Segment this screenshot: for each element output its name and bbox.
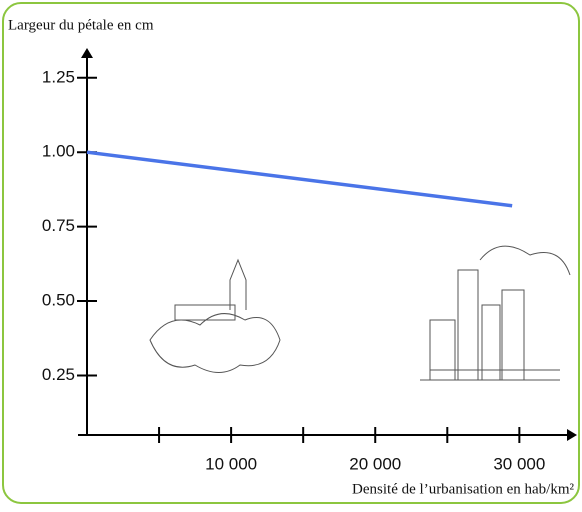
x-tick-label: 20 000	[349, 454, 401, 473]
x-tick-label: 10 000	[205, 454, 257, 473]
chart-title: Largeur du pétale en cm	[8, 17, 154, 33]
y-tick-label: 1.25	[42, 67, 75, 86]
y-tick-label: 0.75	[42, 216, 75, 235]
y-tick-label: 0.50	[42, 291, 75, 310]
y-tick-label: 0.25	[42, 365, 75, 384]
x-axis-label: Densité de l’urbanisation en hab/km²	[352, 481, 574, 497]
y-tick-label: 1.00	[42, 142, 75, 161]
x-tick-label: 30 000	[493, 454, 545, 473]
chart: Largeur du pétale en cm Densité de l’urb…	[0, 0, 582, 507]
